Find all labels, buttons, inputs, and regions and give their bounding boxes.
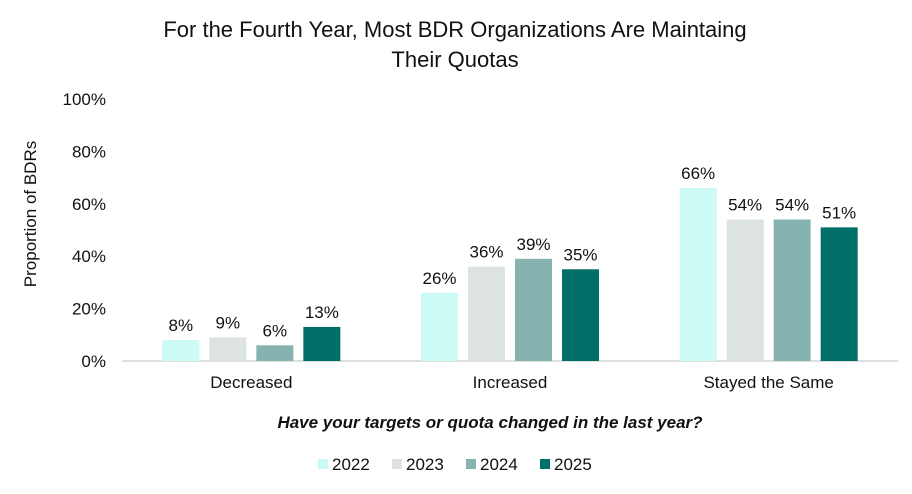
data-label: 66% (681, 164, 715, 183)
category-label: Increased (473, 373, 548, 392)
legend-label: 2022 (332, 455, 370, 474)
bar-2025-decreased (303, 326, 341, 361)
data-label: 8% (169, 316, 194, 335)
y-tick-label: 100% (63, 90, 106, 109)
y-axis-title: Proportion of BDRs (21, 141, 40, 287)
legend-swatch (540, 459, 550, 469)
y-tick-label: 40% (72, 247, 106, 266)
bar-2023-stayed-the-same (726, 219, 764, 361)
bar-2023-decreased (209, 337, 247, 361)
data-label: 13% (305, 303, 339, 322)
category-label: Stayed the Same (703, 373, 833, 392)
data-label: 51% (822, 203, 856, 222)
bar-2022-decreased (162, 340, 200, 361)
data-label: 35% (563, 245, 597, 264)
y-tick-label: 60% (72, 195, 106, 214)
category-label: Decreased (210, 373, 292, 392)
y-tick-label: 80% (72, 142, 106, 161)
bar-2024-decreased (256, 345, 294, 361)
data-label: 54% (775, 196, 809, 215)
legend-swatch (318, 459, 328, 469)
data-label: 26% (422, 269, 456, 288)
legend-swatch (466, 459, 476, 469)
legend-label: 2025 (554, 455, 592, 474)
data-label: 6% (263, 321, 288, 340)
bar-2024-stayed-the-same (773, 219, 811, 361)
data-label: 39% (516, 235, 550, 254)
chart-title-line-1: For the Fourth Year, Most BDR Organizati… (163, 17, 746, 42)
data-label: 9% (216, 313, 241, 332)
data-label: 54% (728, 196, 762, 215)
data-label: 36% (469, 243, 503, 262)
bar-2022-increased (421, 292, 458, 361)
bar-2025-stayed-the-same (820, 227, 858, 361)
legend-label: 2024 (480, 455, 518, 474)
bar-2022-stayed-the-same (679, 188, 717, 361)
x-axis-title: Have your targets or quota changed in th… (277, 413, 703, 432)
bar-2025-increased (562, 269, 599, 361)
y-tick-label: 0% (81, 352, 106, 371)
bar-2023-increased (468, 266, 505, 361)
legend-label: 2023 (406, 455, 444, 474)
bar-2024-increased (515, 258, 552, 361)
chart-title-line-2: Their Quotas (391, 47, 518, 72)
y-tick-label: 20% (72, 300, 106, 319)
legend-swatch (392, 459, 402, 469)
